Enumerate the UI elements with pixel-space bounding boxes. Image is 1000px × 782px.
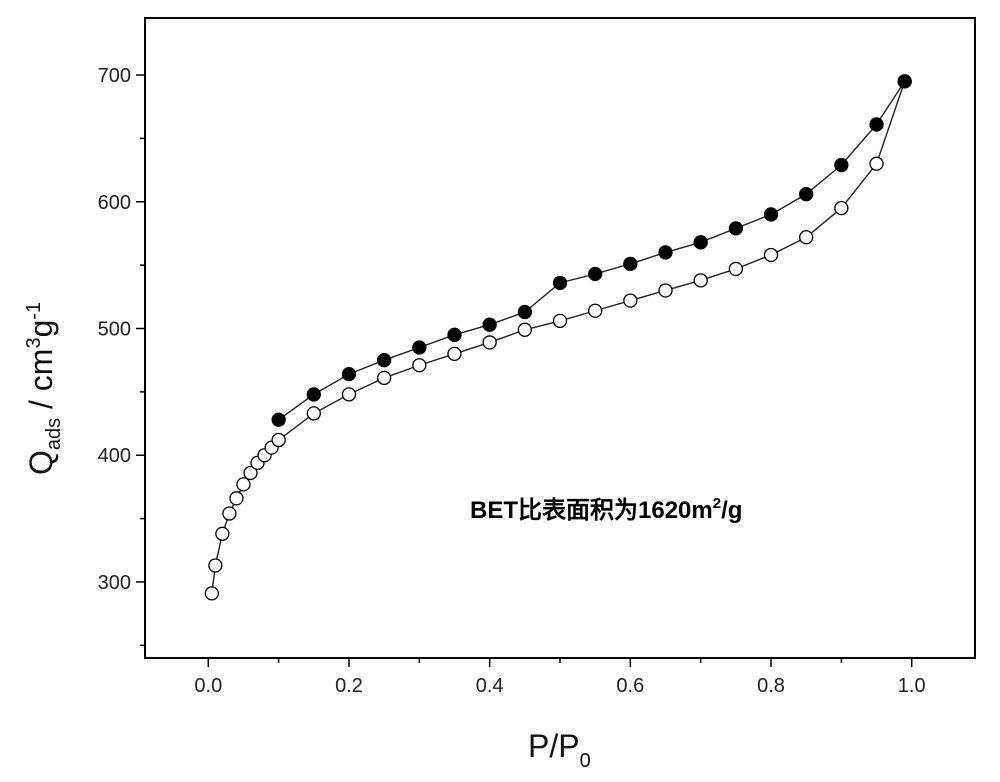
desorption-point <box>413 341 426 354</box>
desorption-point <box>554 276 567 289</box>
y-tick-label: 300 <box>98 572 131 594</box>
desorption-point <box>870 118 883 131</box>
y-tick-label: 500 <box>98 318 131 340</box>
y-tick-label: 600 <box>98 192 131 214</box>
desorption-point <box>518 306 531 319</box>
adsorption-point <box>624 294 637 307</box>
adsorption-point <box>378 371 391 384</box>
adsorption-point <box>223 507 236 520</box>
desorption-point <box>307 388 320 401</box>
adsorption-point <box>342 388 355 401</box>
desorption-point <box>378 354 391 367</box>
desorption-point <box>765 208 778 221</box>
desorption-point <box>898 75 911 88</box>
plot-frame <box>145 18 975 658</box>
adsorption-point <box>413 359 426 372</box>
adsorption-point <box>205 587 218 600</box>
x-tick-label: 0.4 <box>476 675 504 697</box>
adsorption-point <box>694 274 707 287</box>
desorption-point <box>729 222 742 235</box>
adsorption-point <box>659 284 672 297</box>
desorption-point <box>448 328 461 341</box>
y-axis-ticks: 300 400 500 600 700 <box>98 65 145 645</box>
adsorption-point <box>230 492 243 505</box>
x-tick-label: 0.2 <box>335 675 363 697</box>
x-tick-label: 0.6 <box>616 675 644 697</box>
x-axis-ticks: 0.0 0.2 0.4 0.6 0.8 1.0 <box>194 658 925 697</box>
adsorption-point <box>272 434 285 447</box>
x-tick-label: 0.8 <box>757 675 785 697</box>
adsorption-point <box>216 527 229 540</box>
adsorption-point <box>209 559 222 572</box>
desorption-point <box>342 368 355 381</box>
series-line-2 <box>279 81 905 419</box>
desorption-point <box>483 318 496 331</box>
adsorption-point <box>518 323 531 336</box>
desorption-point <box>589 268 602 281</box>
adsorption-point <box>729 262 742 275</box>
adsorption-point <box>483 336 496 349</box>
adsorption-point <box>554 314 567 327</box>
adsorption-point <box>870 157 883 170</box>
desorption-point <box>694 236 707 249</box>
adsorption-point <box>800 231 813 244</box>
adsorption-point <box>765 248 778 261</box>
x-tick-label: 0.0 <box>194 675 222 697</box>
annotation-bet: BET比表面积为1620m2/g <box>470 495 742 524</box>
annotation-sup: 2 <box>713 495 721 512</box>
desorption-point <box>624 257 637 270</box>
desorption-point <box>835 159 848 172</box>
x-axis-label: P/P0 <box>528 728 591 772</box>
desorption-point <box>659 246 672 259</box>
adsorption-point <box>237 478 250 491</box>
y-tick-label: 700 <box>98 65 131 87</box>
adsorption-point <box>589 304 602 317</box>
adsorption-point <box>448 347 461 360</box>
y-tick-label: 400 <box>98 445 131 467</box>
adsorption-point <box>307 407 320 420</box>
x-tick-label: 1.0 <box>898 675 926 697</box>
adsorption-point <box>835 202 848 215</box>
y-axis-label: Qads / cm3g-1 <box>23 302 65 475</box>
desorption-point <box>800 188 813 201</box>
desorption-point <box>272 413 285 426</box>
